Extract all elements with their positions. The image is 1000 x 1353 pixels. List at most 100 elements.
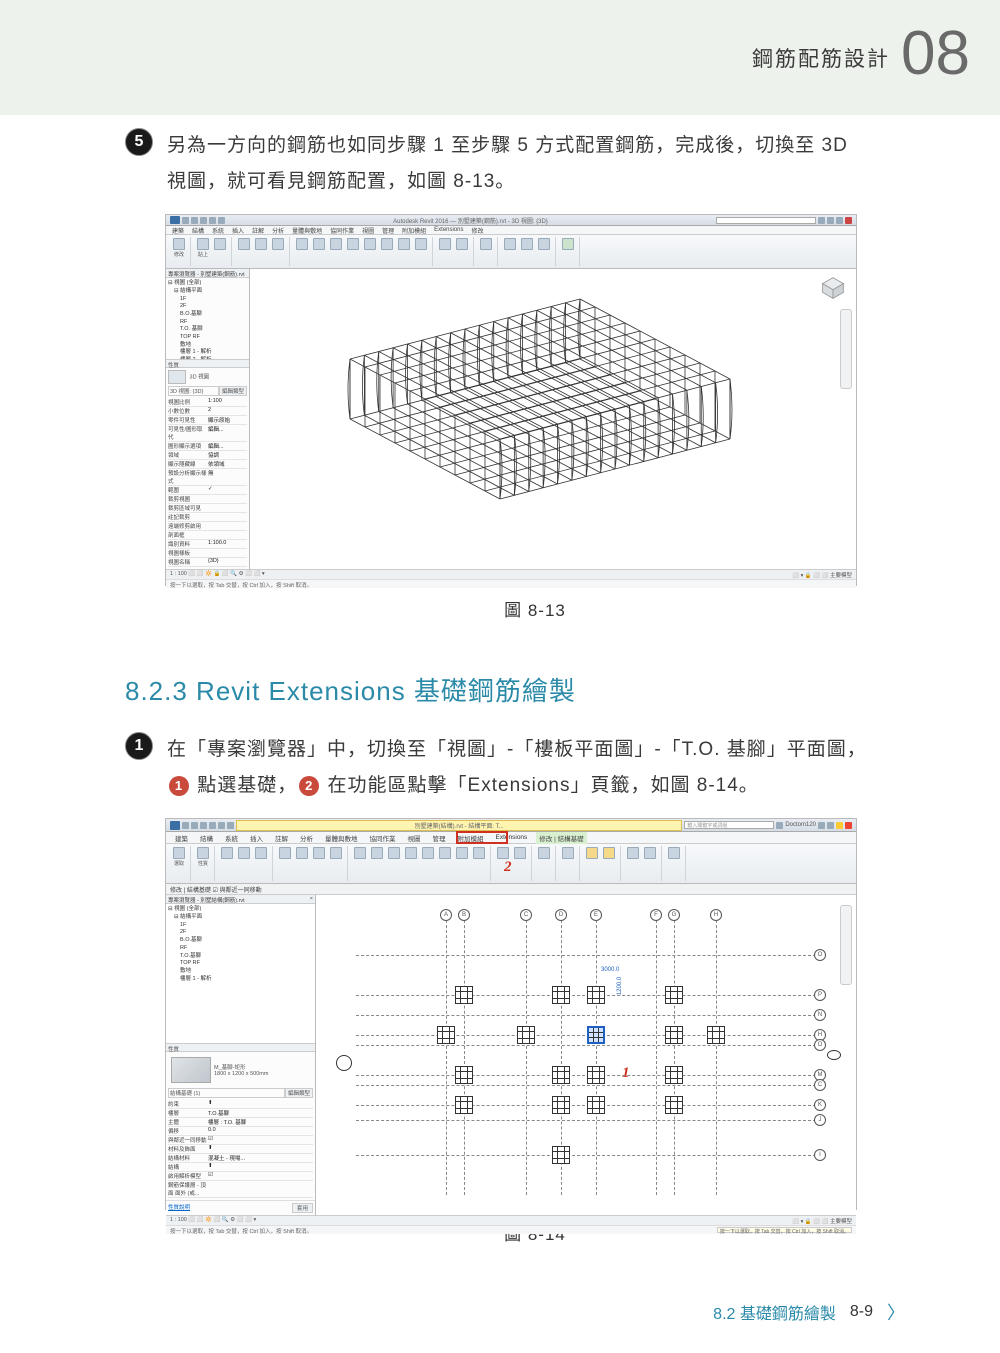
property-row[interactable]: 結構材料混凝土 - 現場... xyxy=(168,1154,313,1163)
footing-symbol[interactable] xyxy=(455,1066,473,1084)
footing-symbol[interactable] xyxy=(552,1146,570,1164)
nav-bar[interactable] xyxy=(840,905,852,985)
property-row[interactable]: 註記裁剪 xyxy=(168,513,247,522)
property-row[interactable]: 視圖名稱{3D} xyxy=(168,558,247,567)
property-row[interactable]: 視圖比例1:100 xyxy=(168,398,247,407)
ribbon-button[interactable] xyxy=(472,847,486,867)
ribbon-button[interactable] xyxy=(329,847,343,867)
menu-item[interactable]: 附加模組 xyxy=(402,226,426,235)
edit-type-button[interactable]: 編輯類型 xyxy=(285,1088,313,1098)
ribbon-button[interactable] xyxy=(370,847,384,867)
menu-item[interactable]: 結構 xyxy=(192,226,204,235)
ribbon-button[interactable] xyxy=(503,238,517,258)
minimize-icon[interactable] xyxy=(836,217,843,224)
property-row[interactable]: 顯示隱藏線依領域 xyxy=(168,460,247,469)
menu-item-modify[interactable]: 修改 | 結構基礎 xyxy=(536,832,586,844)
menu-item[interactable]: 插入 xyxy=(232,226,244,235)
ribbon-button[interactable] xyxy=(237,847,251,867)
ribbon-button[interactable] xyxy=(363,238,377,258)
ribbon-button[interactable] xyxy=(438,238,452,258)
ribbon-button[interactable] xyxy=(667,847,681,867)
browser-tree[interactable]: ⊟ 視圖 (全部)⊟ 結構平面1F2FB.O.基腳RFT.O.基腳TOP RF敷… xyxy=(166,904,315,1043)
user-name[interactable]: Doctom120 xyxy=(785,822,816,828)
qat-icon[interactable] xyxy=(191,217,198,224)
ribbon-button[interactable]: 修改 xyxy=(172,238,186,258)
menu-item[interactable]: 結構 xyxy=(197,832,216,844)
menu-item[interactable]: Extensions xyxy=(434,227,463,233)
view-scale[interactable]: 1 : 100 ⬜ ⬜ 🔆 🔒 ⬜ 🔍 ⚙ ⬜ ⬜ ▾ xyxy=(170,571,265,578)
menu-item[interactable]: 分析 xyxy=(272,226,284,235)
user-icon[interactable] xyxy=(818,217,825,224)
ribbon-button[interactable] xyxy=(380,238,394,258)
ribbon-button[interactable] xyxy=(537,238,551,258)
property-row[interactable]: 領域協調 xyxy=(168,451,247,460)
qat-icon[interactable] xyxy=(218,217,225,224)
ribbon-button[interactable] xyxy=(271,238,285,258)
tree-item[interactable]: T.O.基腳 xyxy=(168,953,313,961)
menu-item[interactable]: 修改 xyxy=(472,226,484,235)
ribbon-button[interactable] xyxy=(312,847,326,867)
footing-symbol[interactable] xyxy=(587,1096,605,1114)
menu-item[interactable]: 系統 xyxy=(222,832,241,844)
tree-item[interactable]: 1F xyxy=(168,296,247,304)
footing-symbol[interactable] xyxy=(587,1066,605,1084)
property-row[interactable]: 識別資料1:100.0 xyxy=(168,540,247,549)
footing-symbol[interactable] xyxy=(517,1026,535,1044)
menu-item[interactable]: 量體與敷地 xyxy=(322,832,361,844)
menu-item[interactable]: 管理 xyxy=(382,226,394,235)
menu-item[interactable]: 建築 xyxy=(172,226,184,235)
property-row[interactable]: 啟用解析模型☑ xyxy=(168,1172,313,1181)
ribbon-button[interactable] xyxy=(404,847,418,867)
browser-tree[interactable]: ⊟ 視圖 (全部)⊟ 結構平面1F2FB.O.基腳RFT.O. 基腳TOP RF… xyxy=(166,278,249,359)
3d-viewport[interactable] xyxy=(250,269,856,569)
ribbon-button[interactable] xyxy=(513,847,527,867)
property-row[interactable]: 範圍✓ xyxy=(168,486,247,495)
signin-icon[interactable] xyxy=(776,822,783,829)
menu-item[interactable]: 視圖 xyxy=(362,226,374,235)
footing-symbol[interactable] xyxy=(587,1026,605,1044)
ribbon-button[interactable] xyxy=(421,847,435,867)
section-eye-icon[interactable] xyxy=(827,1050,841,1060)
property-row[interactable]: 圖形顯示選項編輯... xyxy=(168,442,247,451)
ribbon-button[interactable] xyxy=(414,238,428,258)
menu-item[interactable]: 註解 xyxy=(252,226,264,235)
view-filters[interactable]: ⬜ ▾ 🔒 ⬜ ⬜ 主要模型 xyxy=(792,571,852,578)
help-icon[interactable] xyxy=(827,217,834,224)
tree-item[interactable]: TOP RF xyxy=(168,960,313,968)
property-row[interactable]: 可見性/圖形取代編輯... xyxy=(168,425,247,442)
qat-icon[interactable] xyxy=(209,822,216,829)
tree-item[interactable]: 樓層 1 - 解析 xyxy=(168,349,247,357)
footing-symbol[interactable] xyxy=(665,986,683,1004)
tree-item[interactable]: T.O. 基腳 xyxy=(168,326,247,334)
ribbon-button[interactable] xyxy=(455,238,469,258)
property-row[interactable]: 材料及飾面⬆ xyxy=(168,1145,313,1154)
props-selector[interactable]: 結構基礎 (1) xyxy=(168,1088,285,1098)
qat-icon[interactable] xyxy=(182,217,189,224)
property-row[interactable]: 零件可見性顯示原始 xyxy=(168,416,247,425)
ribbon-button[interactable] xyxy=(438,847,452,867)
ribbon-button[interactable] xyxy=(520,238,534,258)
qat-icon[interactable] xyxy=(191,822,198,829)
search-input[interactable]: 鍵入關鍵字或詞組 xyxy=(684,821,774,829)
ribbon-button[interactable]: 選取 xyxy=(172,847,186,867)
footing-symbol[interactable] xyxy=(665,1096,683,1114)
apply-button[interactable]: 套用 xyxy=(292,1203,313,1213)
ribbon-button[interactable] xyxy=(237,238,251,258)
menu-item[interactable]: 管理 xyxy=(430,832,449,844)
tree-item[interactable]: TOP RF xyxy=(168,334,247,342)
menu-item[interactable]: 註解 xyxy=(272,832,291,844)
property-row[interactable]: 與鄰近一同移動☑ xyxy=(168,1136,313,1145)
property-row[interactable]: 鋼筋保護層 - 頂面 面外 (或... xyxy=(168,1181,313,1198)
tree-item[interactable]: ⊟ 視圖 (全部) xyxy=(168,906,313,914)
ribbon-button[interactable] xyxy=(353,847,367,867)
property-row[interactable]: 約束⬆ xyxy=(168,1100,313,1109)
tree-item[interactable]: ⊟ 結構平面 xyxy=(168,288,247,296)
ribbon-button[interactable] xyxy=(397,238,411,258)
close-icon[interactable]: × xyxy=(310,896,313,902)
view-control-bar[interactable]: 1 : 100 ⬜ ⬜ 🔆 🔒 ⬜ 🔍 ⚙ ⬜ ⬜ ▾ ⬜ ▾ 🔒 ⬜ ⬜ 主要… xyxy=(166,569,856,579)
ribbon-button[interactable] xyxy=(561,847,575,867)
ribbon-button[interactable] xyxy=(626,847,640,867)
menu-item[interactable]: 協同作業 xyxy=(367,832,399,844)
props-help-link[interactable]: 性質說明 xyxy=(168,1203,190,1213)
ribbon-button[interactable] xyxy=(295,847,309,867)
